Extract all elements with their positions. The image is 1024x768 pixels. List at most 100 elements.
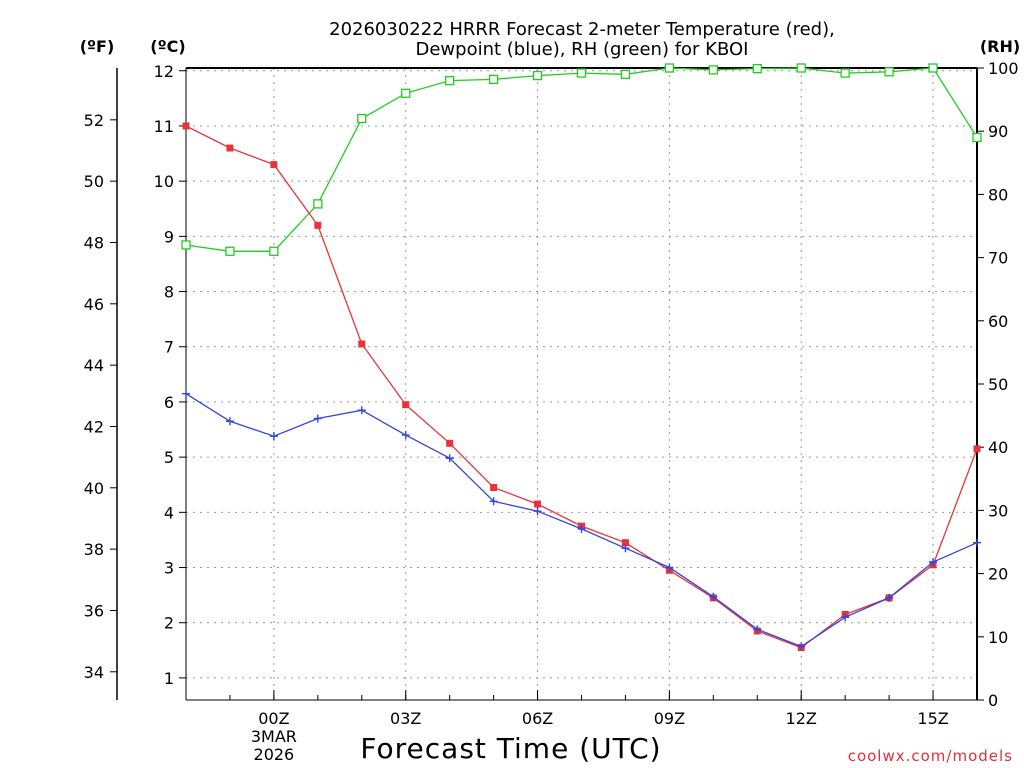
rh-point-10 — [620, 69, 631, 79]
rh-point-5 — [401, 88, 411, 98]
temperature-point-4 — [358, 340, 366, 348]
rh-tick-label-0: 0 — [988, 691, 998, 710]
rh-point-7 — [488, 74, 499, 85]
x-tick-label-09Z: 09Z — [654, 709, 685, 728]
celsius-tick-label-10: 10 — [154, 172, 174, 191]
temperature-point-18 — [973, 445, 981, 453]
celsius-tick-label-3: 3 — [164, 559, 174, 578]
celsius-tick-label-6: 6 — [164, 393, 174, 412]
rh-point-11 — [664, 63, 675, 73]
rh-point-8 — [532, 70, 543, 81]
temperature-point-10 — [621, 539, 629, 547]
temperature-point-3 — [314, 221, 322, 229]
chart-title-line-1: 2026030222 HRRR Forecast 2-meter Tempera… — [329, 19, 835, 40]
dewpoint-point-0 — [182, 389, 190, 398]
temperature-point-6 — [446, 439, 454, 447]
rh-unit-label: (RH) — [980, 37, 1020, 56]
dewpoint-point-7 — [489, 497, 498, 506]
celsius-tick-label-8: 8 — [164, 283, 174, 302]
dewpoint-point-13 — [753, 625, 762, 634]
fahrenheit-tick-label-50: 50 — [84, 172, 104, 191]
dewpoint-point-8 — [533, 507, 542, 516]
dewpoint-point-10 — [621, 544, 630, 553]
temperature-point-2 — [270, 161, 278, 169]
x-tick-label-03Z: 03Z — [390, 709, 421, 728]
rh-point-1 — [225, 246, 235, 256]
dewpoint-point-16 — [885, 593, 894, 602]
fahrenheit-tick-label-52: 52 — [84, 111, 104, 130]
temperature-point-8 — [534, 500, 542, 508]
dewpoint-point-2 — [269, 432, 278, 441]
rh-point-3 — [313, 199, 323, 209]
dewpoint-point-4 — [357, 406, 366, 415]
dewpoint-point-12 — [709, 592, 718, 601]
dewpoint-point-15 — [841, 613, 850, 622]
x-tick-label-12Z: 12Z — [786, 709, 817, 728]
celsius-unit-label: (ºC) — [150, 37, 185, 56]
rh-point-15 — [840, 68, 850, 78]
temperature-point-1 — [226, 144, 234, 152]
rh-tick-label-100: 100 — [988, 59, 1019, 78]
rh-tick-label-40: 40 — [988, 438, 1008, 457]
fahrenheit-tick-label-42: 42 — [84, 417, 104, 436]
rh-point-2 — [269, 246, 279, 256]
celsius-tick-label-4: 4 — [164, 503, 174, 522]
rh-point-18 — [972, 132, 982, 143]
rh-point-14 — [796, 63, 806, 73]
celsius-tick-label-11: 11 — [154, 117, 174, 136]
dewpoint-point-3 — [313, 414, 322, 423]
data-series — [181, 63, 982, 652]
x-year-label: 2026 — [254, 745, 295, 764]
temperature-point-0 — [182, 122, 190, 130]
dewpoint-point-14 — [797, 642, 806, 651]
fahrenheit-tick-label-48: 48 — [84, 233, 104, 252]
celsius-tick-label-7: 7 — [164, 338, 174, 357]
rh-point-0 — [181, 240, 191, 250]
celsius-tick-label-12: 12 — [154, 62, 174, 81]
dewpoint-point-9 — [577, 524, 586, 533]
celsius-tick-label-2: 2 — [164, 614, 174, 633]
axis-ticks: 1234567891011123436384042444648505201020… — [84, 59, 1019, 764]
dewpoint-point-18 — [973, 538, 981, 547]
rh-tick-label-20: 20 — [988, 565, 1008, 584]
dewpoint-point-11 — [665, 563, 674, 572]
dewpoint-point-6 — [445, 454, 454, 463]
celsius-tick-label-1: 1 — [164, 669, 174, 688]
chart-title-line-2: Dewpoint (blue), RH (green) for KBOI — [416, 39, 749, 60]
rh-tick-label-30: 30 — [988, 501, 1008, 520]
rh-tick-label-70: 70 — [988, 249, 1008, 268]
celsius-tick-label-5: 5 — [164, 448, 174, 467]
rh-point-16 — [884, 67, 894, 77]
x-axis-title: Forecast Time (UTC) — [360, 732, 661, 765]
fahrenheit-tick-label-38: 38 — [84, 540, 104, 559]
fahrenheit-tick-label-40: 40 — [84, 479, 104, 498]
rh-tick-label-80: 80 — [988, 185, 1008, 204]
dewpoint-point-1 — [225, 417, 234, 426]
celsius-tick-label-9: 9 — [164, 227, 174, 246]
rh-tick-label-10: 10 — [988, 628, 1008, 647]
rh-point-6 — [445, 75, 455, 86]
temperature-point-5 — [402, 401, 410, 409]
rh-point-12 — [708, 65, 718, 75]
fahrenheit-tick-label-44: 44 — [84, 356, 104, 375]
fahrenheit-unit-label: (ºF) — [80, 37, 115, 56]
rh-point-13 — [752, 63, 762, 74]
rh-tick-label-60: 60 — [988, 312, 1008, 331]
rh-tick-label-50: 50 — [988, 375, 1008, 394]
x-tick-label-00Z: 00Z — [258, 709, 289, 728]
source-credit: coolwx.com/models — [848, 747, 1013, 765]
x-date-label: 3MAR — [251, 727, 297, 746]
rh-point-4 — [357, 113, 367, 124]
dewpoint-point-17 — [929, 558, 938, 567]
rh-point-17 — [928, 63, 938, 73]
x-tick-label-15Z: 15Z — [917, 709, 948, 728]
fahrenheit-tick-label-34: 34 — [84, 663, 104, 682]
fahrenheit-tick-label-36: 36 — [84, 601, 104, 620]
fahrenheit-tick-label-46: 46 — [84, 295, 104, 314]
temperature-point-7 — [490, 483, 498, 491]
x-tick-label-06Z: 06Z — [522, 709, 553, 728]
rh-tick-label-90: 90 — [988, 122, 1008, 141]
rh-point-9 — [576, 68, 587, 78]
